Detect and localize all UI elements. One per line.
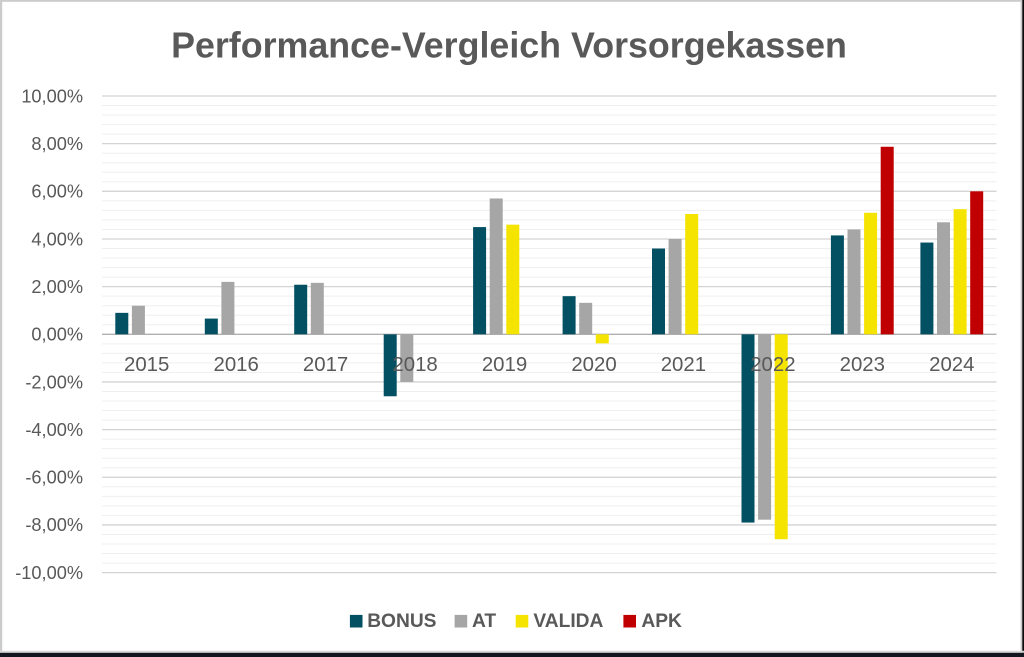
svg-text:2,00%: 2,00%: [31, 277, 83, 297]
svg-text:APK: APK: [641, 611, 682, 632]
svg-text:VALIDA: VALIDA: [533, 611, 603, 632]
svg-text:AT: AT: [472, 611, 496, 632]
svg-text:-10,00%: -10,00%: [15, 563, 83, 583]
svg-text:-4,00%: -4,00%: [25, 420, 83, 440]
svg-text:2024: 2024: [929, 354, 974, 376]
svg-text:4,00%: 4,00%: [31, 229, 83, 249]
svg-text:0,00%: 0,00%: [31, 325, 83, 345]
svg-text:2019: 2019: [482, 354, 527, 376]
svg-text:2017: 2017: [303, 354, 348, 376]
svg-text:2020: 2020: [571, 354, 616, 376]
svg-text:2016: 2016: [214, 354, 259, 376]
svg-text:8,00%: 8,00%: [31, 134, 83, 154]
svg-text:2018: 2018: [392, 354, 437, 376]
svg-text:BONUS: BONUS: [367, 611, 436, 632]
svg-text:2021: 2021: [661, 354, 706, 376]
svg-text:-6,00%: -6,00%: [25, 468, 83, 488]
svg-text:10,00%: 10,00%: [21, 86, 83, 106]
svg-text:2015: 2015: [124, 354, 169, 376]
svg-text:2022: 2022: [750, 354, 795, 376]
svg-text:-2,00%: -2,00%: [25, 372, 83, 392]
svg-text:Performance-Vergleich Vorsorge: Performance-Vergleich Vorsorgekassen: [171, 26, 847, 66]
svg-text:2023: 2023: [840, 354, 885, 376]
svg-text:-8,00%: -8,00%: [25, 515, 83, 535]
svg-text:6,00%: 6,00%: [31, 182, 83, 202]
